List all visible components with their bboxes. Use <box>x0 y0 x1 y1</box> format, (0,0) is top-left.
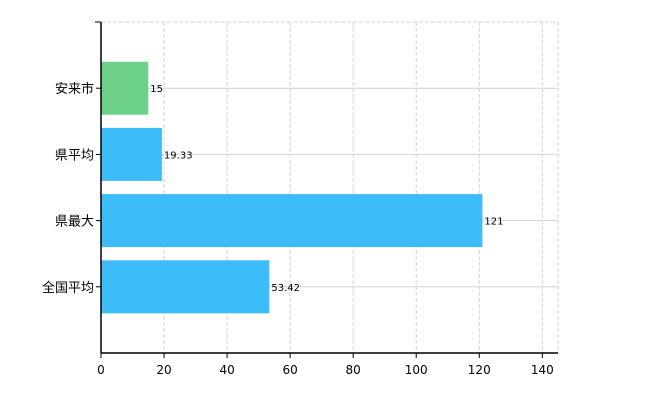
bar <box>101 194 483 248</box>
data-label: 15 <box>150 84 163 95</box>
x-tick-label: 20 <box>156 363 171 377</box>
data-label: 19.33 <box>164 150 193 161</box>
x-tick-label: 80 <box>346 363 361 377</box>
bar <box>101 127 162 181</box>
bar <box>101 61 149 115</box>
x-tick-label: 60 <box>282 363 297 377</box>
y-tick-label: 安来市 <box>55 81 94 97</box>
x-tick-label: 0 <box>97 363 105 377</box>
x-tick-label: 40 <box>219 363 234 377</box>
data-label: 53.42 <box>271 283 300 294</box>
bar <box>101 260 270 314</box>
x-tick-label: 100 <box>405 363 428 377</box>
x-tick-label: 140 <box>531 363 554 377</box>
data-label: 121 <box>484 217 503 228</box>
y-tick-label: 県最大 <box>55 215 94 230</box>
x-tick-label: 120 <box>468 363 491 377</box>
y-tick-label: 全国平均 <box>42 280 94 296</box>
y-tick-label: 県平均 <box>55 148 94 163</box>
